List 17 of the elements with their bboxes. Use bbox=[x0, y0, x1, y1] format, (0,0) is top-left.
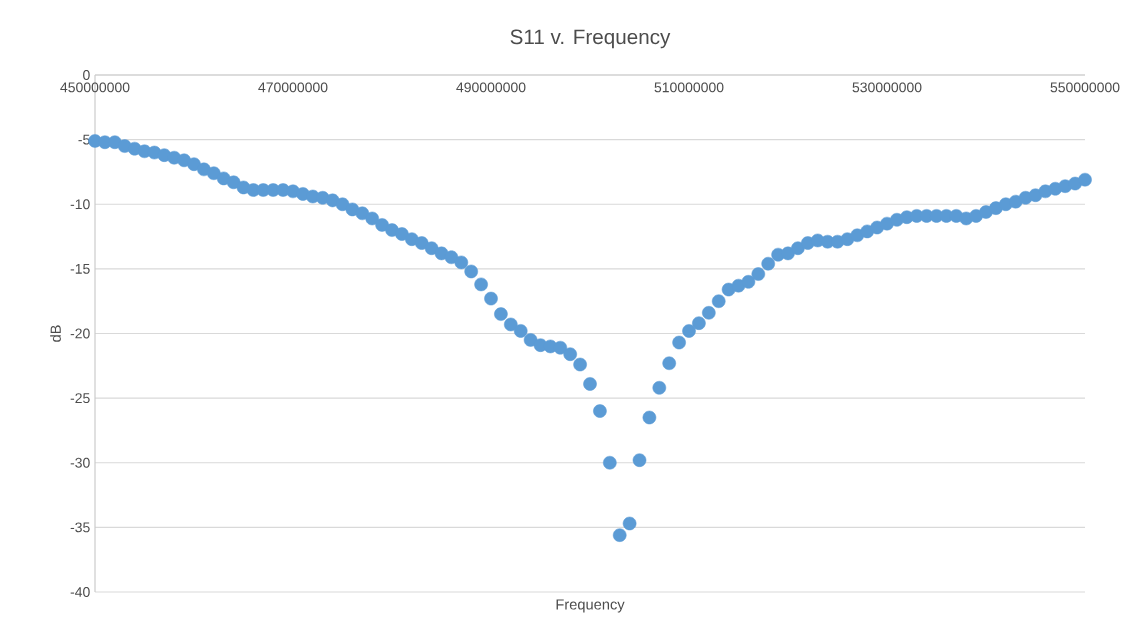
y-tick-label: -20 bbox=[70, 328, 90, 339]
y-tick-label: -25 bbox=[70, 393, 90, 404]
y-tick-label: -35 bbox=[70, 522, 90, 533]
y-axis-title: dB bbox=[50, 325, 61, 342]
x-tick-label: 470000000 bbox=[258, 82, 328, 93]
y-tick-label: -10 bbox=[70, 199, 90, 210]
x-tick-label: 510000000 bbox=[654, 82, 724, 93]
x-tick-label: 530000000 bbox=[852, 82, 922, 93]
x-tick-label: 450000000 bbox=[60, 82, 130, 93]
x-tick-label: 490000000 bbox=[456, 82, 526, 93]
y-tick-label: 0 bbox=[83, 70, 90, 80]
chart-title: S11 v. Frequency bbox=[510, 29, 671, 49]
x-axis-title: Frequency bbox=[556, 599, 625, 613]
y-tick-label: -15 bbox=[70, 264, 90, 274]
y-tick-label: -40 bbox=[70, 587, 90, 597]
y-tick-label: -30 bbox=[70, 457, 90, 468]
x-tick-label: 550000000 bbox=[1050, 82, 1120, 93]
